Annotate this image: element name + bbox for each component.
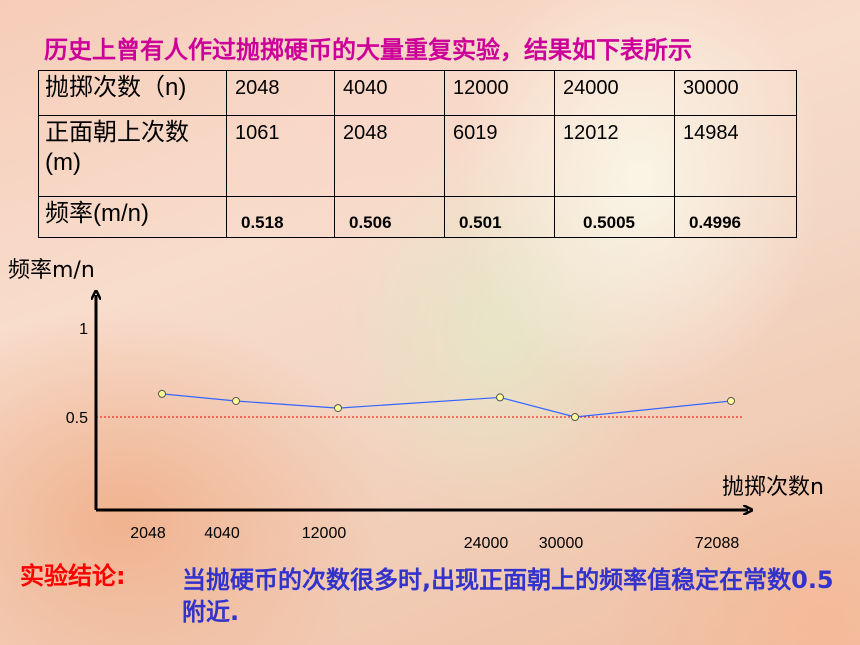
table-row: 正面朝上次数(m) 1061 2048 6019 12012 14984 xyxy=(38,115,797,197)
table-cell: 4040 xyxy=(334,70,445,116)
data-point xyxy=(334,404,342,413)
y-tick-label: 1 xyxy=(79,321,88,338)
x-tick-label: 72088 xyxy=(695,535,740,552)
results-table: 抛掷次数（n) 2048 4040 12000 24000 30000 正面朝上… xyxy=(38,70,797,238)
conclusion-label: 实验结论: xyxy=(20,562,126,590)
row-label-throws: 抛掷次数（n) xyxy=(38,70,227,116)
table-cell: 30000 xyxy=(674,70,797,116)
table-cell: 0.506 xyxy=(334,196,445,238)
table-cell: 2048 xyxy=(334,115,445,197)
y-axis-title: 频率m/n xyxy=(8,258,95,283)
table-cell: 2048 xyxy=(226,70,335,116)
data-point xyxy=(571,413,579,421)
table-cell: 0.518 xyxy=(226,196,335,238)
y-tick-label: 0.5 xyxy=(66,410,88,427)
page-title: 历史上曾有人作过抛掷硬币的大量重复实验，结果如下表所示 xyxy=(44,36,692,64)
table-cell: 14984 xyxy=(674,115,797,197)
table-row: 频率(m/n) 0.518 0.506 0.501 0.5005 0.4996 xyxy=(38,196,797,238)
x-tick-label: 2048 xyxy=(130,525,166,542)
row-label-heads: 正面朝上次数(m) xyxy=(38,115,227,197)
table-cell: 1061 xyxy=(226,115,335,197)
x-tick-label: 4040 xyxy=(204,525,240,542)
table-cell: 0.501 xyxy=(444,196,555,238)
table-cell: 12000 xyxy=(444,70,555,116)
table-cell: 0.5005 xyxy=(554,196,675,238)
x-tick-label: 30000 xyxy=(539,535,584,552)
table-row: 抛掷次数（n) 2048 4040 12000 24000 30000 xyxy=(38,70,797,116)
data-point xyxy=(496,393,504,402)
data-point xyxy=(727,396,735,405)
x-axis-title: 抛掷次数n xyxy=(722,475,824,500)
x-tick-label: 24000 xyxy=(464,535,509,552)
table-cell: 12012 xyxy=(554,115,675,197)
row-label-frequency: 频率(m/n) xyxy=(38,196,227,238)
frequency-chart: 1 0.5 2048 4040 12000 24000 30000 72088 频率m/n 抛掷次… xyxy=(8,258,824,552)
table-cell: 6019 xyxy=(444,115,555,197)
data-point xyxy=(232,396,240,405)
x-tick-label: 12000 xyxy=(302,525,347,542)
table-cell: 0.4996 xyxy=(674,196,797,238)
data-point xyxy=(158,389,166,398)
series-line xyxy=(161,393,732,418)
table-cell: 24000 xyxy=(554,70,675,116)
conclusion-text: 当抛硬币的次数很多时,出现正面朝上的频率值稳定在常数0.5附近. xyxy=(182,566,834,626)
